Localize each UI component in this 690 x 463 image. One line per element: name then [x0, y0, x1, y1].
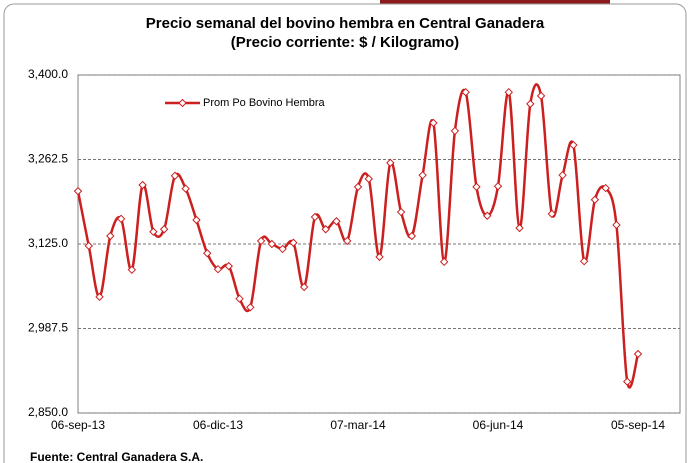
chart-title: Precio semanal del bovino hembra en Cent… — [146, 15, 545, 32]
point-marker — [386, 158, 395, 168]
point-marker — [558, 170, 567, 180]
point-marker — [504, 88, 513, 97]
point-marker — [375, 252, 384, 262]
point-marker — [127, 265, 137, 275]
y-tick-label: 3,400.0 — [28, 67, 68, 81]
legend-label: Prom Po Bovino Hembra — [203, 97, 326, 109]
point-marker — [310, 212, 320, 222]
point-marker — [343, 236, 352, 246]
point-marker — [579, 256, 589, 266]
point-marker — [278, 244, 287, 254]
point-marker — [321, 225, 330, 234]
point-marker — [332, 217, 341, 226]
point-marker — [364, 174, 373, 184]
point-marker — [213, 264, 223, 274]
point-marker — [84, 241, 93, 251]
point-marker — [439, 257, 449, 267]
point-marker — [235, 294, 244, 303]
y-tick-label: 2,987.5 — [28, 321, 68, 335]
point-marker — [526, 99, 535, 109]
point-marker — [418, 170, 427, 180]
point-marker — [181, 184, 190, 193]
point-marker — [429, 118, 438, 128]
point-marker — [461, 88, 470, 97]
source-note: Fuente: Central Ganadera S.A. — [30, 450, 203, 463]
legend-marker — [178, 98, 187, 108]
x-tick-label: 06-jun-14 — [473, 418, 524, 432]
point-marker — [299, 282, 309, 292]
y-tick-label: 2,850.0 — [28, 405, 68, 419]
point-marker — [536, 91, 546, 101]
point-marker — [493, 182, 503, 191]
point-marker — [159, 225, 169, 234]
point-marker — [623, 377, 632, 386]
point-marker — [203, 249, 212, 258]
chart-subtitle: (Precio corriente: $ / Kilogramo) — [231, 34, 459, 51]
point-marker — [407, 231, 417, 241]
point-marker — [267, 239, 277, 249]
point-marker — [192, 215, 201, 225]
x-tick-label: 07-mar-14 — [330, 418, 386, 432]
x-tick-label: 05-sep-14 — [611, 418, 665, 432]
point-marker — [450, 126, 460, 136]
point-marker — [633, 349, 643, 359]
point-marker — [149, 227, 158, 236]
x-tick-label: 06-dic-13 — [193, 418, 243, 432]
point-marker — [396, 207, 406, 217]
point-marker — [170, 171, 180, 180]
x-tick-label: 06-sep-13 — [51, 418, 105, 432]
point-marker — [515, 223, 524, 233]
point-marker — [246, 303, 255, 312]
point-marker — [73, 186, 83, 196]
y-tick-label: 3,125.0 — [28, 236, 68, 250]
point-marker — [612, 220, 621, 230]
point-marker — [256, 236, 266, 246]
point-marker — [138, 180, 147, 190]
point-marker — [472, 182, 481, 192]
point-marker — [353, 182, 363, 192]
point-marker — [106, 231, 115, 241]
top-strip — [380, 0, 610, 4]
point-marker — [547, 209, 557, 219]
point-marker — [483, 211, 492, 220]
point-marker — [569, 140, 578, 150]
y-tick-label: 3,262.5 — [28, 152, 68, 166]
point-marker — [590, 195, 600, 204]
point-marker — [289, 238, 298, 247]
point-marker — [601, 183, 610, 193]
point-marker — [116, 214, 126, 224]
point-marker — [95, 292, 104, 302]
point-marker — [224, 261, 233, 271]
